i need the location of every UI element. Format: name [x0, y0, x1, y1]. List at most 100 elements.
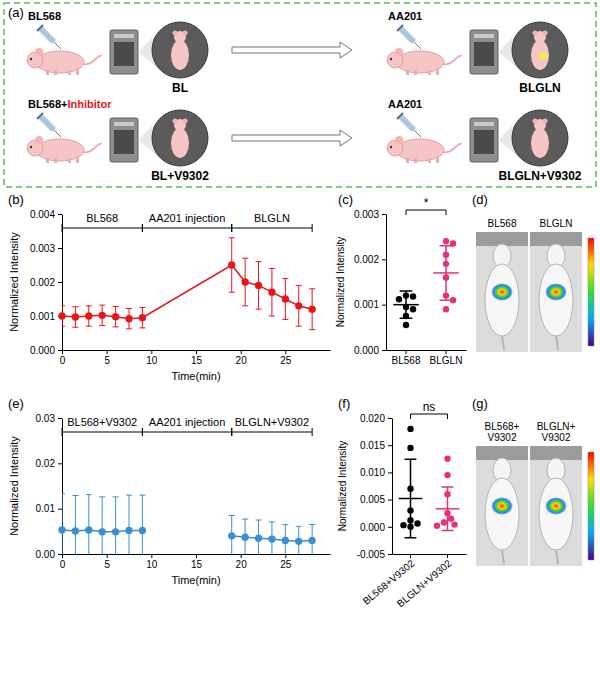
marker [255, 534, 262, 541]
plot-area [62, 238, 315, 330]
dot [443, 252, 449, 258]
y-axis-title: Normalized Intensity [8, 436, 20, 536]
tick-label: 25 [280, 355, 292, 366]
view-mouse-ear [173, 31, 178, 36]
error-bar-line [282, 279, 288, 320]
dot [444, 472, 450, 478]
view-mouse-ear [543, 31, 548, 36]
error-bar [126, 495, 132, 554]
mouse-leg [436, 158, 439, 163]
figure: (a)BL568BLAA201BLGLNBL568+InhibitorBL+V9… [0, 0, 600, 681]
mouse-icon [27, 136, 102, 163]
tick-label: 0.00 [36, 549, 56, 560]
error-bar-line [86, 306, 92, 326]
mouse-eye [30, 58, 32, 60]
imager-body [470, 30, 498, 74]
tick-mark [388, 445, 392, 446]
photo-mouse-body [539, 478, 573, 550]
error-bar [72, 496, 78, 554]
error-bar [282, 525, 288, 554]
tick: BLGLN [430, 350, 463, 366]
arrow [232, 42, 352, 58]
dot [450, 240, 456, 246]
error-bar [113, 497, 119, 554]
tick: 0.001 [354, 299, 386, 310]
imager-door [474, 42, 494, 66]
tick-mark [382, 259, 386, 260]
dot [450, 297, 456, 303]
tick-mark [406, 350, 407, 354]
mouse-leg [428, 158, 431, 163]
tick-label: 20 [236, 355, 248, 366]
dot [443, 261, 449, 267]
injection-label: BL568+Inhibitor [28, 98, 112, 110]
photo-bg [530, 232, 582, 352]
syringe-needle [54, 42, 61, 49]
syringe-barrel [40, 28, 54, 42]
tick: 20 [236, 554, 248, 570]
dot [443, 274, 449, 280]
syringe-plunger [397, 25, 403, 31]
mouse-ear [395, 48, 403, 56]
tick: 0.015 [360, 440, 392, 451]
mouse-photo [530, 446, 582, 566]
mouse-ear [35, 136, 43, 144]
error-bar-line [113, 497, 119, 554]
tick-label: 0.005 [360, 494, 385, 505]
dot-panel: (f)-0.0050.0000.0050.0100.0150.020BL568+… [337, 396, 467, 609]
tick: 0.003 [30, 243, 62, 254]
marker [308, 537, 315, 544]
image-label: BL568 [488, 218, 517, 229]
annotation: BL568 [86, 212, 118, 224]
error-bar-line [309, 289, 315, 330]
marker [112, 528, 119, 535]
text-line: AA201 injection [149, 212, 225, 224]
y-axis-title: Normalized Intensity [337, 441, 348, 532]
injection-label-part: BL568+ [28, 98, 67, 110]
imager-icon [110, 118, 138, 162]
syringe-icon [397, 25, 421, 49]
dot [441, 519, 447, 525]
tick-label: 5 [104, 355, 110, 366]
error-bar [282, 279, 288, 320]
dot [451, 521, 457, 527]
tick-mark [62, 554, 63, 558]
marker [139, 314, 146, 321]
error-bar-line [269, 522, 275, 554]
annotation-bracket [232, 428, 312, 436]
imager-door [114, 130, 134, 154]
tick-mark [151, 350, 152, 354]
sd-bar [440, 246, 453, 300]
y-axis-title: Normalized Intensity [8, 232, 20, 332]
error-bar-line [269, 268, 275, 316]
image-label: BLGLN+V9302 [537, 421, 576, 443]
annotation: AA201 injection [149, 416, 225, 428]
error-bar-line [139, 308, 145, 328]
tick-label: 0.000 [30, 345, 55, 356]
tick: 5 [104, 350, 110, 366]
imager-icon [110, 30, 138, 74]
tick: 25 [280, 554, 292, 570]
tick-label: 0.003 [354, 209, 379, 220]
tick-label: 0 [60, 559, 66, 570]
tick-mark [58, 418, 62, 419]
plot-area [399, 459, 460, 537]
y-axis: 0.0000.0010.0020.0030.004 [30, 209, 63, 356]
annotation: BL568+V9302 [67, 416, 137, 428]
text-line: AA201 injection [149, 416, 225, 428]
mouse-icon [27, 48, 102, 75]
x-axis: 0510152025 [60, 554, 331, 570]
dot [407, 524, 413, 530]
image-label: BLGLN [540, 218, 573, 229]
tick: 0 [60, 554, 66, 570]
view-bg [512, 22, 568, 78]
arrow [232, 130, 352, 146]
significance-label: ns [423, 400, 436, 414]
syringe-icon [397, 113, 421, 137]
dot [407, 445, 413, 451]
tick: 0 [60, 350, 66, 366]
marker [85, 526, 92, 533]
error-bar [256, 520, 262, 554]
view-mouse-body [171, 128, 189, 158]
tick-mark [382, 350, 386, 351]
